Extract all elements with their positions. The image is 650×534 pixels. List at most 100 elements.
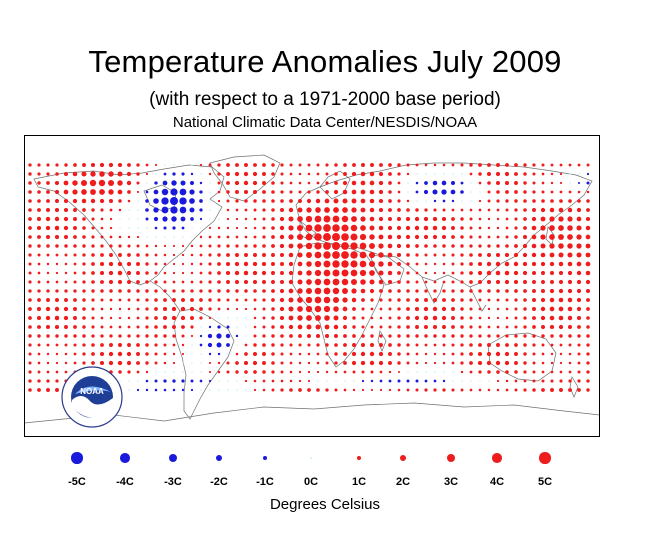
anomaly-dot (108, 351, 114, 357)
legend-dot (310, 457, 312, 459)
anomaly-dot (451, 199, 455, 203)
anomaly-dot (173, 371, 175, 373)
anomaly-dot (586, 361, 590, 365)
anomaly-dot (46, 343, 50, 347)
anomaly-dot (244, 244, 248, 248)
anomaly-dot (90, 189, 96, 195)
anomaly-dot (46, 172, 50, 176)
anomaly-dot (172, 289, 176, 293)
anomaly-dot (208, 307, 212, 311)
anomaly-dot (127, 298, 131, 302)
anomaly-dot (577, 361, 581, 365)
anomaly-dot (298, 388, 302, 392)
anomaly-dot (127, 163, 131, 167)
anomaly-dot (531, 225, 537, 231)
anomaly-dot (451, 352, 455, 356)
anomaly-dot (172, 271, 176, 275)
anomaly-dot (442, 199, 446, 203)
anomaly-dot (55, 244, 59, 248)
anomaly-dot (514, 352, 518, 356)
legend-label: -5C (68, 476, 86, 488)
anomaly-dot (118, 235, 122, 239)
anomaly-dot (161, 188, 169, 196)
anomaly-dot (433, 280, 437, 284)
anomaly-dot (406, 199, 410, 203)
anomaly-dot (91, 253, 95, 257)
anomaly-dot (298, 199, 302, 203)
anomaly-dot (199, 181, 203, 185)
anomaly-dot (442, 379, 446, 383)
anomaly-dot (415, 325, 419, 329)
anomaly-dot (199, 190, 203, 194)
anomaly-dot (558, 207, 564, 213)
anomaly-dot (127, 307, 131, 311)
anomaly-dot (46, 208, 50, 212)
anomaly-dot (307, 379, 311, 383)
coastline-greenland (209, 154, 281, 202)
anomaly-dot (36, 216, 42, 222)
anomaly-dot (388, 325, 392, 329)
anomaly-dot (479, 191, 481, 193)
anomaly-dot (360, 360, 366, 366)
anomaly-dot (91, 325, 95, 329)
anomaly-dot (586, 163, 590, 167)
anomaly-dot (540, 243, 546, 249)
anomaly-dot (162, 306, 168, 312)
anomaly-dot (576, 243, 582, 249)
anomaly-dot (586, 370, 590, 374)
anomaly-dot (397, 208, 401, 212)
anomaly-dot (378, 360, 384, 366)
anomaly-dot (235, 352, 239, 356)
anomaly-dot (73, 307, 77, 311)
anomaly-dot (369, 189, 375, 195)
anomaly-dot (244, 307, 248, 311)
anomaly-dot (280, 262, 284, 266)
anomaly-dot (514, 190, 518, 194)
anomaly-dot (298, 379, 302, 383)
anomaly-dot (127, 316, 131, 320)
legend-item: -3C (148, 448, 198, 488)
anomaly-dot (452, 371, 454, 373)
anomaly-dot (100, 244, 104, 248)
anomaly-dot (532, 181, 536, 185)
anomaly-dot (190, 253, 194, 257)
anomaly-dot (117, 279, 123, 285)
anomaly-dot (173, 164, 175, 166)
anomaly-dot (487, 226, 491, 230)
anomaly-dot (387, 270, 393, 276)
anomaly-dots (28, 162, 591, 392)
anomaly-dot (191, 227, 193, 229)
anomaly-dot (369, 207, 375, 213)
anomaly-dot (478, 316, 482, 320)
anomaly-dot (163, 280, 167, 284)
anomaly-dot (576, 252, 582, 258)
anomaly-dot (181, 172, 185, 176)
anomaly-dot (189, 207, 195, 213)
anomaly-dot (253, 325, 257, 329)
legend-dot (262, 455, 268, 461)
anomaly-dot (532, 361, 536, 365)
anomaly-dot (154, 244, 158, 248)
anomaly-dot (316, 163, 320, 167)
anomaly-dot (486, 360, 492, 366)
anomaly-dot (100, 280, 104, 284)
anomaly-dot (315, 315, 321, 321)
anomaly-dot (388, 307, 392, 311)
anomaly-dot (170, 197, 178, 205)
anomaly-dot (532, 325, 536, 329)
anomaly-dot (253, 253, 257, 257)
anomaly-dot (359, 233, 367, 241)
anomaly-dot (181, 379, 185, 383)
anomaly-dot (567, 297, 573, 303)
anomaly-dot (297, 207, 303, 213)
anomaly-dot (235, 190, 239, 194)
anomaly-dot (323, 260, 331, 268)
anomaly-dot (478, 343, 482, 347)
anomaly-dot (262, 190, 266, 194)
anomaly-dot (172, 253, 176, 257)
anomaly-dot (469, 316, 473, 320)
anomaly-dot (341, 224, 349, 232)
anomaly-dot (325, 172, 329, 176)
anomaly-dot (63, 225, 69, 231)
anomaly-dot (217, 262, 221, 266)
